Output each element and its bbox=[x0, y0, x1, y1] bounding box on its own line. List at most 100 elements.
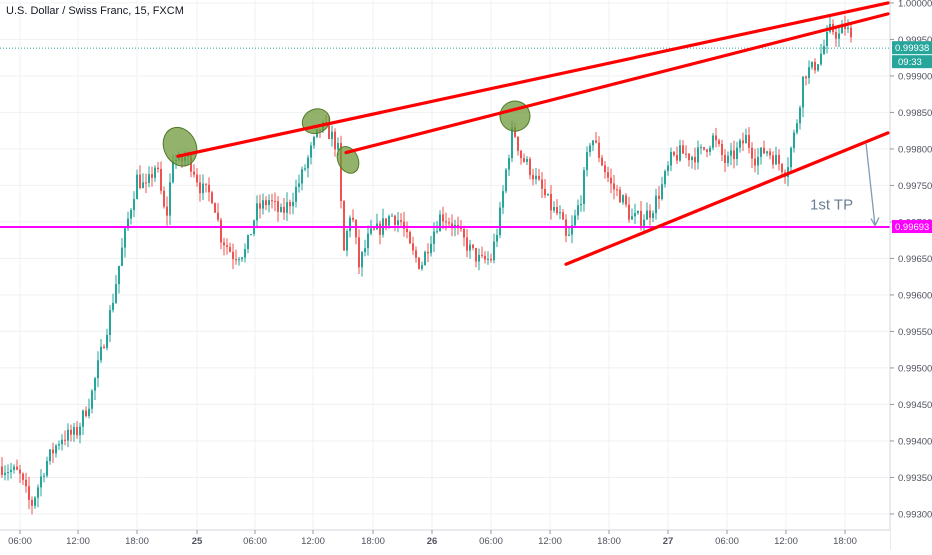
candle bbox=[763, 140, 765, 155]
candle bbox=[694, 147, 696, 170]
candle bbox=[469, 239, 471, 259]
y-tick-label: 0.99400 bbox=[898, 436, 932, 447]
candle bbox=[34, 496, 36, 509]
candle bbox=[661, 176, 663, 201]
trend-line-upper-channel-1[interactable] bbox=[176, 1, 890, 158]
candle-body bbox=[688, 153, 690, 161]
candle bbox=[91, 389, 93, 414]
y-tick-label: 0.99800 bbox=[898, 144, 932, 155]
trend-line-upper-channel-2[interactable] bbox=[344, 12, 890, 155]
candle-body bbox=[424, 251, 426, 266]
candle bbox=[145, 173, 147, 194]
candle-body bbox=[484, 255, 486, 260]
candle-body bbox=[502, 191, 504, 208]
candle bbox=[604, 160, 606, 179]
candle bbox=[79, 422, 81, 444]
candle-body bbox=[232, 251, 234, 260]
candle-body bbox=[775, 155, 777, 165]
candle-body bbox=[709, 147, 711, 152]
candle bbox=[85, 406, 87, 418]
candle-body bbox=[583, 170, 585, 205]
candle-body bbox=[313, 136, 315, 146]
candle bbox=[676, 146, 678, 165]
price-scale[interactable] bbox=[890, 0, 932, 550]
candle-body bbox=[595, 140, 597, 143]
candle-body bbox=[163, 190, 165, 207]
candle-body bbox=[544, 188, 546, 196]
candle-body bbox=[676, 155, 678, 161]
candle-body bbox=[334, 131, 336, 150]
candle-body bbox=[385, 218, 387, 226]
candle bbox=[709, 145, 711, 156]
candle bbox=[562, 209, 564, 220]
candle-body bbox=[442, 214, 444, 222]
y-tick-label: 0.99450 bbox=[898, 400, 932, 411]
candle bbox=[586, 146, 588, 177]
annotation-text[interactable]: 1st TP bbox=[810, 197, 853, 214]
candle-body bbox=[70, 429, 72, 435]
candle-body bbox=[517, 136, 519, 151]
candle-body bbox=[643, 219, 645, 226]
candle bbox=[565, 214, 567, 243]
candle bbox=[142, 173, 144, 189]
candle-body bbox=[271, 200, 273, 202]
candle-body bbox=[100, 346, 102, 361]
candle bbox=[748, 127, 750, 154]
candle-body bbox=[31, 499, 33, 506]
arrow-shaft bbox=[865, 143, 876, 226]
candle-body bbox=[538, 175, 540, 180]
candle bbox=[571, 215, 573, 244]
candle bbox=[115, 275, 117, 304]
candle bbox=[574, 209, 576, 228]
candle bbox=[508, 154, 510, 177]
candle bbox=[703, 147, 705, 151]
candle-body bbox=[373, 228, 375, 230]
candle-body bbox=[415, 250, 417, 258]
candle bbox=[547, 193, 549, 197]
candle bbox=[598, 136, 600, 163]
trend-line-lower-support[interactable] bbox=[564, 131, 890, 266]
candle-body bbox=[13, 466, 15, 470]
last-price-value: 0.99938 bbox=[895, 43, 929, 54]
arrow-annotation[interactable] bbox=[865, 143, 880, 227]
time-scale[interactable] bbox=[0, 530, 890, 550]
y-tick-label: 0.99650 bbox=[898, 254, 932, 265]
candle bbox=[727, 151, 729, 167]
candle bbox=[40, 469, 42, 497]
candle-body bbox=[106, 335, 108, 349]
candle bbox=[517, 136, 519, 156]
candle-body bbox=[556, 207, 558, 214]
candle-body bbox=[370, 228, 372, 234]
candle bbox=[733, 140, 735, 169]
candle bbox=[835, 27, 837, 47]
candle-body bbox=[574, 215, 576, 226]
candle-body bbox=[691, 156, 693, 161]
candle bbox=[577, 199, 579, 220]
candle-body bbox=[559, 212, 561, 214]
candle bbox=[421, 261, 423, 271]
candle-body bbox=[250, 234, 252, 236]
candle-body bbox=[394, 215, 396, 225]
candle-body bbox=[727, 155, 729, 164]
candle-body bbox=[739, 140, 741, 148]
candle bbox=[88, 398, 90, 419]
candle-body bbox=[748, 134, 750, 148]
candle bbox=[64, 430, 66, 446]
candle-body bbox=[772, 155, 774, 165]
candle-body bbox=[427, 251, 429, 254]
candle-body bbox=[367, 233, 369, 249]
candle-body bbox=[478, 254, 480, 262]
candle-body bbox=[436, 231, 438, 233]
candle-body bbox=[73, 427, 75, 435]
touch-highlights bbox=[162, 100, 531, 174]
candle bbox=[352, 209, 354, 223]
candle bbox=[259, 194, 261, 219]
candle-body bbox=[76, 427, 78, 436]
candle-body bbox=[796, 123, 798, 133]
candle-body bbox=[34, 497, 36, 506]
candle bbox=[475, 247, 477, 268]
candle-body bbox=[145, 182, 147, 184]
candle bbox=[538, 168, 540, 181]
